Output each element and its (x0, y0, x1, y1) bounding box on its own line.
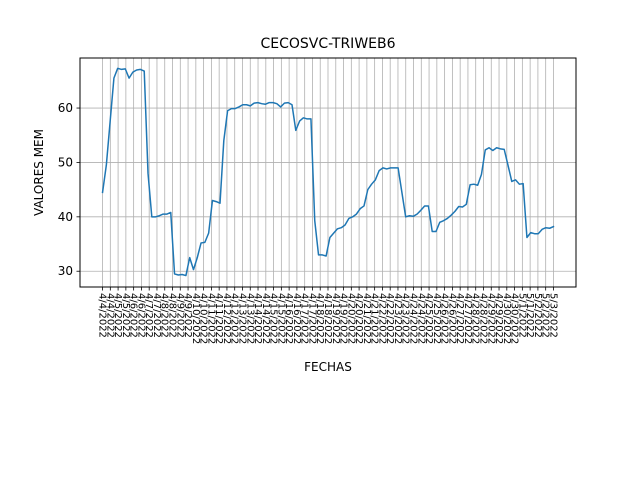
x-tick-label: 4/17/2022 (306, 293, 317, 344)
x-tick-label: 4/29/2022 (493, 293, 504, 344)
x-tick-label: 4/13/2022 (236, 293, 247, 344)
x-tick-label: 4/6/2022 (128, 293, 139, 338)
x-tick-label: 5/2/2022 (532, 293, 543, 338)
x-tick-label: 4/13/2022 (244, 293, 255, 344)
x-tick-label: 4/4/2022 (104, 293, 115, 338)
x-tick-label: 4/14/2022 (252, 293, 263, 344)
x-tick-label: 4/8/2022 (159, 293, 170, 338)
x-tick-label: 4/26/2022 (439, 293, 450, 344)
x-tick-label: 4/7/2022 (151, 293, 162, 338)
x-tick-label: 4/21/2022 (369, 293, 380, 344)
x-tick-label: 4/9/2022 (174, 293, 185, 338)
x-tick-label: 4/12/2022 (229, 293, 240, 344)
x-tick-label: 4/30/2022 (509, 293, 520, 344)
x-tick-label: 4/10/2022 (190, 293, 201, 344)
x-tick-label: 4/25/2022 (431, 293, 442, 344)
x-tick-label: 4/5/2022 (120, 293, 131, 338)
x-axis-label: FECHAS (304, 360, 352, 374)
y-tick-label: 40 (58, 210, 73, 224)
x-tick-label: 4/16/2022 (283, 293, 294, 344)
series-line (101, 67, 555, 277)
x-tick-label: 5/2/2022 (540, 293, 551, 338)
x-tick-label: 4/22/2022 (384, 293, 395, 344)
chart-title: CECOSVC-TRIWEB6 (260, 36, 395, 52)
x-tick-label: 4/7/2022 (143, 293, 154, 338)
x-tick-label: 4/26/2022 (446, 293, 457, 344)
x-tick-label: 4/11/2022 (205, 293, 216, 344)
y-axis: 30 40 50 60 (58, 101, 80, 278)
y-tick-label: 30 (58, 264, 73, 278)
x-tick-label: 4/15/2022 (268, 293, 279, 344)
x-tick-label: 5/3/2022 (547, 293, 558, 338)
x-tick-label: 4/25/2022 (423, 293, 434, 344)
x-tick-label: 4/28/2022 (477, 293, 488, 344)
x-tick-label: 4/20/2022 (353, 293, 364, 344)
y-tick-label: 50 (58, 155, 73, 169)
x-tick-label: 4/14/2022 (260, 293, 271, 344)
x-tick-label: 5/1/2022 (516, 293, 527, 338)
x-tick-label: 4/18/2022 (322, 293, 333, 344)
x-tick-label: 4/27/2022 (462, 293, 473, 344)
x-tick-label: 4/8/2022 (167, 293, 178, 338)
x-tick-label: 4/10/2022 (198, 293, 209, 344)
x-tick-label: 4/16/2022 (291, 293, 302, 344)
x-tick-label: 4/17/2022 (299, 293, 310, 344)
x-tick-label: 4/24/2022 (408, 293, 419, 344)
x-tick-label: 4/6/2022 (135, 293, 146, 338)
grid (80, 58, 576, 287)
x-tick-label: 4/29/2022 (485, 293, 496, 344)
x-tick-label: 4/28/2022 (470, 293, 481, 344)
x-tick-label: 4/22/2022 (376, 293, 387, 344)
y-axis-label: VALORES MEM (32, 129, 46, 216)
x-tick-label: 4/30/2022 (501, 293, 512, 344)
x-tick-label: 4/12/2022 (221, 293, 232, 344)
x-tick-label: 4/18/2022 (314, 293, 325, 344)
x-tick-label: 4/24/2022 (415, 293, 426, 344)
x-axis: 4/4/20224/4/20224/5/20224/5/20224/6/2022… (97, 287, 558, 344)
x-tick-label: 4/11/2022 (213, 293, 224, 344)
y-tick-label: 60 (58, 101, 73, 115)
x-tick-label: 4/27/2022 (454, 293, 465, 344)
plot-area (101, 67, 555, 277)
x-tick-label: 4/15/2022 (275, 293, 286, 344)
x-tick-label: 4/23/2022 (400, 293, 411, 344)
x-tick-label: 4/19/2022 (330, 293, 341, 344)
x-tick-label: 4/19/2022 (338, 293, 349, 344)
x-tick-label: 4/9/2022 (182, 293, 193, 338)
x-tick-label: 5/1/2022 (524, 293, 535, 338)
x-tick-label: 4/5/2022 (112, 293, 123, 338)
x-tick-label: 4/20/2022 (345, 293, 356, 344)
x-tick-label: 4/4/2022 (97, 293, 108, 338)
x-tick-label: 4/23/2022 (392, 293, 403, 344)
x-tick-label: 4/21/2022 (361, 293, 372, 344)
